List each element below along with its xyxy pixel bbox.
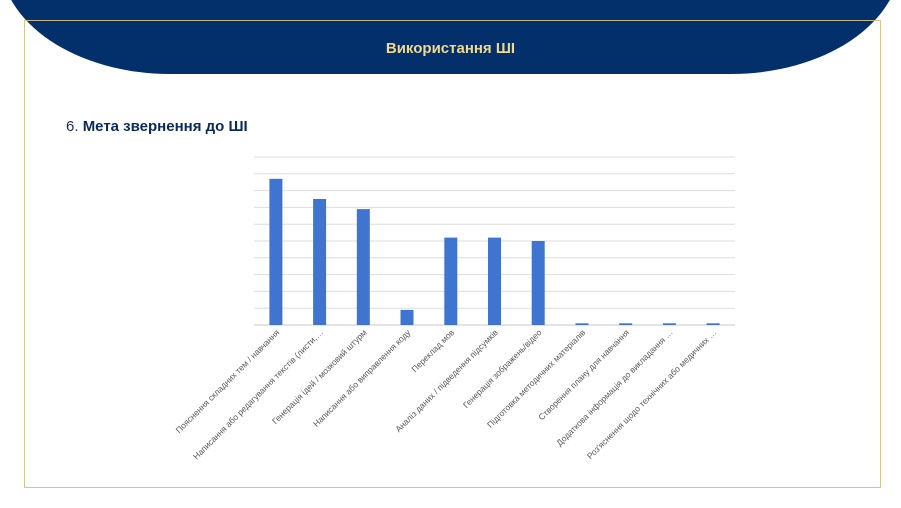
- chart-bar: [575, 323, 589, 325]
- chart-category-label: Написання або виправлення коду: [311, 327, 413, 429]
- section-title-text: Мета звернення до ШІ: [82, 118, 248, 135]
- header-title: Використання ШІ: [385, 40, 516, 57]
- section-title: 6. Мета звернення до ШІ: [66, 118, 248, 135]
- chart-bar: [488, 237, 501, 325]
- header-rule: [24, 20, 881, 21]
- chart-category-labels: Пояснення складних тем / навчанняНаписан…: [174, 327, 719, 462]
- chart-bar: [706, 323, 720, 325]
- chart-bars: [269, 178, 720, 325]
- header-band: [0, 0, 901, 74]
- chart-category-label: Переклад мов: [409, 327, 456, 374]
- chart-bar: [444, 237, 458, 325]
- chart-bar: [619, 323, 633, 325]
- chart-category-label: Генерація зображень/відео: [461, 327, 544, 410]
- chart-bar: [313, 199, 327, 325]
- chart-bar: [356, 209, 370, 325]
- header-shape: [0, 0, 901, 74]
- chart-bar: [531, 241, 545, 325]
- chart-bar: [400, 309, 414, 325]
- chart-category-label: Генерація ідей / мозковий штурм: [270, 327, 369, 426]
- chart-bar: [662, 323, 676, 325]
- chart-category-label: Створення плану для навчання: [536, 327, 631, 422]
- section-number: 6.: [66, 118, 79, 135]
- chart-bar: [269, 178, 283, 325]
